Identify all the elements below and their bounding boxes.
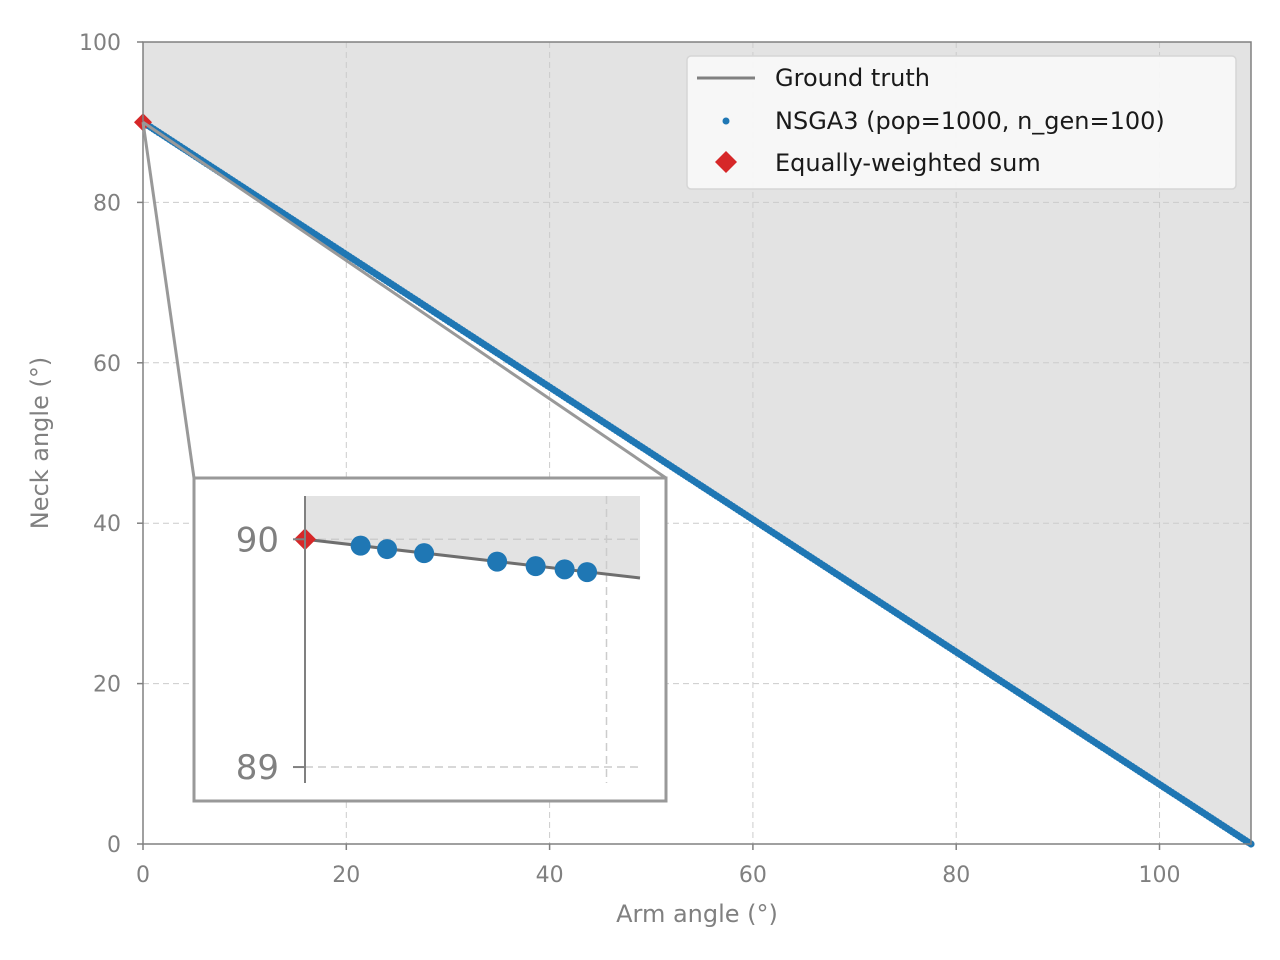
main-plot: 0 20 40 60 80 100 0 20 40 60 80 100 Arm angle (°) N…: [26, 31, 1255, 928]
legend-nsga3-label: NSGA3 (pop=1000, n_gen=100): [775, 107, 1165, 135]
x-axis-label: Arm angle (°): [616, 900, 778, 928]
legend-weighted-label: Equally-weighted sum: [775, 149, 1041, 177]
y-tick-label: 100: [79, 31, 121, 56]
inset-frame: [192, 476, 668, 803]
inset-connectors: [141, 120, 667, 480]
inset-tick-label: 90: [236, 520, 279, 560]
plot-frame: [142, 41, 1252, 845]
inset-nsga3-point: [350, 535, 371, 556]
x-tick-label: 0: [136, 863, 150, 888]
inset-shaded-region: [305, 496, 640, 578]
y-tick-label: 60: [93, 352, 121, 377]
legend: Ground truth NSGA3 (pop=1000, n_gen=100)…: [686, 55, 1237, 190]
inset-nsga3-point: [487, 551, 508, 572]
y-tick-label: 80: [93, 191, 121, 216]
x-tick-label: 40: [536, 863, 564, 888]
legend-nsga3-swatch: [722, 117, 730, 125]
inset-nsga3-point: [525, 556, 546, 577]
legend-weighted-swatch: [715, 151, 737, 173]
connector-line: [141, 121, 196, 479]
connector-line: [142, 120, 667, 480]
x-tick-label: 100: [1139, 863, 1181, 888]
legend-box: [686, 55, 1237, 190]
inset-nsga3-point: [377, 539, 398, 560]
legend-ground-truth-label: Ground truth: [775, 64, 930, 92]
inset-nsga3-point: [414, 543, 435, 564]
y-tick-label: 40: [93, 512, 121, 537]
y-tick-label: 0: [107, 833, 121, 858]
y-axis-label: Neck angle (°): [26, 357, 54, 529]
y-tick-label: 20: [93, 673, 121, 698]
axis-ticks: 0 20 40 60 80 100 0 20 40 60 80 100: [79, 31, 1181, 888]
inset-nsga3-point: [554, 559, 575, 580]
feasible-shaded-region: [143, 42, 1251, 844]
x-tick-label: 80: [942, 863, 970, 888]
inset-nsga3-points: [350, 535, 598, 583]
inset-tick-label: 89: [236, 748, 279, 788]
inset-zoom: 89 90: [192, 476, 668, 803]
x-tick-label: 20: [332, 863, 360, 888]
x-tick-label: 60: [739, 863, 767, 888]
inset-ticks: 89 90: [236, 520, 305, 788]
inset-nsga3-point: [577, 562, 598, 583]
